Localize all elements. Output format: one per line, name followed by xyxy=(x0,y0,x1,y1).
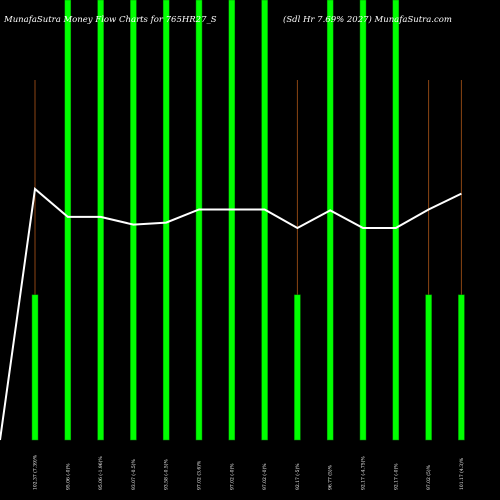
x-tick-label: 101.17 (4.3)% xyxy=(458,457,465,490)
flow-bar xyxy=(392,0,400,441)
x-tick-label: 102.37 (7.39)% xyxy=(32,454,39,490)
flow-bar xyxy=(294,294,301,441)
x-tick-label: 97.02 (5)% xyxy=(425,464,432,490)
chart-title-left: MunafaSutra Money Flow Charts for 765HR2… xyxy=(3,15,217,25)
x-tick-label: 92.17 (-5)% xyxy=(294,463,301,490)
x-tick-label: 96.77 (5)% xyxy=(327,464,334,490)
flow-bar xyxy=(261,0,268,441)
chart-title-right: (Sdl Hr 7.69% 2027) MunafaSutra.com xyxy=(283,14,452,25)
flow-bar xyxy=(64,0,72,441)
x-tick-label: 93.58 (-0.5)% xyxy=(163,458,170,490)
x-tick-label: 97.02 (3.6)% xyxy=(196,460,203,490)
flow-bar xyxy=(31,294,39,441)
flow-bar xyxy=(97,0,104,441)
flow-bar xyxy=(228,0,236,441)
flow-bar xyxy=(359,0,367,441)
price-line xyxy=(0,187,462,441)
flow-bar xyxy=(425,294,432,441)
x-tick-label: 92.17 (-0)% xyxy=(392,463,399,490)
x-tick-label: 93.07 (-0.5)% xyxy=(130,458,137,490)
flow-bar xyxy=(130,0,137,441)
tick-labels-group: 102.37 (7.39)% 95.06 (-0)% 95.06 (-1.96)% 9… xyxy=(32,454,465,490)
flow-bar xyxy=(195,0,203,441)
flow-bar xyxy=(162,0,170,441)
x-tick-label: 97.02 (-0)% xyxy=(228,463,235,490)
x-tick-label: 95.06 (-0)% xyxy=(64,463,71,490)
x-tick-label: 97.02 (-0)% xyxy=(261,463,268,490)
flow-bar xyxy=(326,0,334,441)
x-tick-label: 95.06 (-1.96)% xyxy=(97,456,104,490)
bars-group xyxy=(31,0,465,441)
x-tick-label: 92.17 (-4.75)% xyxy=(360,456,367,490)
flow-bar xyxy=(458,294,465,441)
